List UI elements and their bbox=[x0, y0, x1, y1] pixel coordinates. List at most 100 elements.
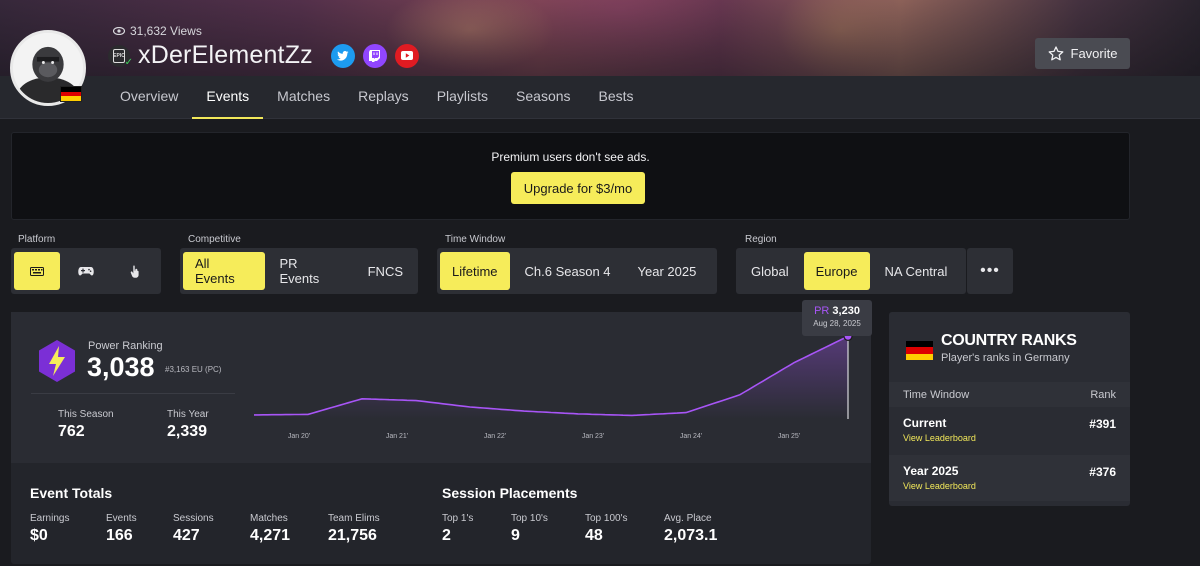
tooltip-prefix: PR bbox=[814, 305, 830, 317]
filter-global[interactable]: Global bbox=[751, 263, 789, 279]
sessions-value: 427 bbox=[173, 527, 200, 544]
platform-touch-button[interactable] bbox=[112, 252, 158, 290]
ad-text: Premium users don't see ads. bbox=[491, 150, 650, 164]
platform-filter-label: Platform bbox=[18, 234, 56, 245]
country-ranks-header: Time Window Rank bbox=[889, 382, 1130, 407]
tab-overview[interactable]: Overview bbox=[120, 88, 179, 104]
event-totals-title: Event Totals bbox=[30, 485, 113, 501]
view-count: 31,632 Views bbox=[113, 24, 202, 38]
power-ranking-value: 3,038 bbox=[87, 352, 155, 382]
lightning-hexagon-icon bbox=[39, 340, 75, 382]
social-links bbox=[330, 43, 419, 68]
earnings-label: Earnings bbox=[30, 513, 70, 524]
country-ranks-subtitle: Player's ranks in Germany bbox=[941, 352, 1070, 364]
tab-bests[interactable]: Bests bbox=[598, 88, 634, 104]
this-year-value: 2,339 bbox=[167, 423, 208, 440]
ad-banner: Premium users don't see ads. Upgrade for… bbox=[11, 132, 1130, 220]
events-label: Events bbox=[106, 513, 137, 524]
divider bbox=[31, 393, 235, 394]
verified-check-icon: ✓ bbox=[124, 56, 133, 68]
filter-ch6-season4[interactable]: Ch.6 Season 4 bbox=[524, 263, 611, 279]
touch-icon bbox=[130, 265, 139, 278]
rank-column-header: Rank bbox=[1090, 388, 1116, 401]
avg-place-value: 2,073.1 bbox=[664, 527, 718, 544]
power-ranking-summary: Power Ranking 3,038 #3,163 EU (PC) This … bbox=[11, 312, 871, 463]
tab-events[interactable]: Events bbox=[192, 76, 263, 119]
view-leaderboard-link[interactable]: View Leaderboard bbox=[903, 481, 976, 491]
twitch-icon[interactable] bbox=[362, 43, 387, 68]
x-tick-label: Jan 22' bbox=[484, 433, 506, 440]
top1-label: Top 1's bbox=[442, 513, 474, 524]
team-elims-value: 21,756 bbox=[328, 527, 377, 544]
this-year-label: This Year bbox=[167, 409, 209, 420]
platform-filter bbox=[11, 248, 161, 294]
filter-year-2025[interactable]: Year 2025 bbox=[637, 263, 697, 279]
rank-row-label: Current bbox=[903, 416, 947, 430]
youtube-icon[interactable] bbox=[394, 43, 419, 68]
tooltip-value: 3,230 bbox=[832, 305, 860, 317]
germany-flag-icon bbox=[60, 86, 82, 102]
profile-banner bbox=[0, 0, 1200, 76]
chart-tooltip: PR 3,230 Aug 28, 2025 bbox=[802, 300, 872, 336]
upgrade-button[interactable]: Upgrade for $3/mo bbox=[511, 172, 645, 204]
player-name-row: EPIC ✓ xDerElementZz bbox=[108, 41, 419, 70]
filter-europe[interactable]: Europe bbox=[803, 252, 870, 290]
region-filter-label: Region bbox=[745, 234, 777, 245]
time-window-filter-label: Time Window bbox=[445, 234, 506, 245]
x-tick-label: Jan 24' bbox=[680, 433, 702, 440]
tab-seasons[interactable]: Seasons bbox=[516, 88, 571, 104]
matches-label: Matches bbox=[250, 513, 288, 524]
competitive-filter: All Events PR Events FNCS bbox=[180, 248, 418, 294]
country-ranks-panel: COUNTRY RANKS Player's ranks in Germany … bbox=[889, 312, 1130, 506]
platform-controller-button[interactable] bbox=[63, 252, 109, 290]
rank-row-value: #391 bbox=[1089, 417, 1116, 431]
power-ranking-label: Power Ranking bbox=[88, 340, 163, 352]
tab-replays[interactable]: Replays bbox=[358, 88, 409, 104]
view-leaderboard-link[interactable]: View Leaderboard bbox=[903, 433, 976, 443]
twitter-icon[interactable] bbox=[330, 43, 355, 68]
nav-bar bbox=[0, 76, 1200, 119]
favorite-button[interactable]: Favorite bbox=[1035, 38, 1130, 69]
this-season-label: This Season bbox=[58, 409, 114, 420]
filter-na-central[interactable]: NA Central bbox=[884, 263, 948, 279]
top10-label: Top 10's bbox=[511, 513, 548, 524]
filter-pr-events[interactable]: PR Events bbox=[279, 256, 320, 286]
top1-value: 2 bbox=[442, 527, 451, 544]
x-tick-label: Jan 23' bbox=[582, 433, 604, 440]
favorite-label: Favorite bbox=[1070, 46, 1118, 61]
germany-flag-icon bbox=[906, 341, 933, 360]
power-ranking-panel: Power Ranking 3,038 #3,163 EU (PC) This … bbox=[11, 312, 871, 564]
tab-matches[interactable]: Matches bbox=[277, 88, 331, 104]
avg-place-label: Avg. Place bbox=[664, 513, 712, 524]
competitive-filter-label: Competitive bbox=[188, 234, 241, 245]
sessions-label: Sessions bbox=[173, 513, 214, 524]
profile-tabs: Overview Events Matches Replays Playlist… bbox=[106, 76, 648, 119]
country-ranks-title: COUNTRY RANKS bbox=[941, 332, 1077, 349]
x-tick-label: Jan 21' bbox=[386, 433, 408, 440]
filter-lifetime[interactable]: Lifetime bbox=[440, 252, 510, 290]
rank-row-label: Year 2025 bbox=[903, 464, 959, 478]
country-rank-row-current: Current View Leaderboard #391 bbox=[889, 407, 1130, 453]
top100-value: 48 bbox=[585, 527, 603, 544]
x-tick-label: Jan 20' bbox=[288, 433, 310, 440]
controller-icon bbox=[78, 267, 94, 276]
platform-keyboard-button[interactable] bbox=[14, 252, 60, 290]
time-window-filter: Lifetime Ch.6 Season 4 Year 2025 bbox=[437, 248, 717, 294]
rank-row-value: #376 bbox=[1089, 465, 1116, 479]
session-placements-title: Session Placements bbox=[442, 485, 578, 501]
more-regions-button[interactable]: ••• bbox=[967, 248, 1013, 294]
power-ranking-region-rank: #3,163 EU (PC) bbox=[165, 365, 222, 374]
team-elims-label: Team Elims bbox=[328, 513, 380, 524]
filter-all-events[interactable]: All Events bbox=[183, 252, 265, 290]
star-icon bbox=[1048, 46, 1063, 61]
epic-games-badge-icon: EPIC ✓ bbox=[108, 44, 133, 68]
tab-playlists[interactable]: Playlists bbox=[436, 88, 489, 104]
chart-area bbox=[254, 336, 848, 419]
power-ranking-chart[interactable]: Jan 20' Jan 21' Jan 22' Jan 23' Jan 24' Jan 2… bbox=[251, 312, 861, 463]
country-rank-row-year: Year 2025 View Leaderboard #376 bbox=[889, 455, 1130, 501]
eye-icon bbox=[113, 27, 125, 35]
tooltip-date: Aug 28, 2025 bbox=[813, 319, 861, 328]
keyboard-icon bbox=[30, 266, 44, 276]
this-season-value: 762 bbox=[58, 423, 85, 440]
filter-fncs[interactable]: FNCS bbox=[367, 263, 403, 279]
